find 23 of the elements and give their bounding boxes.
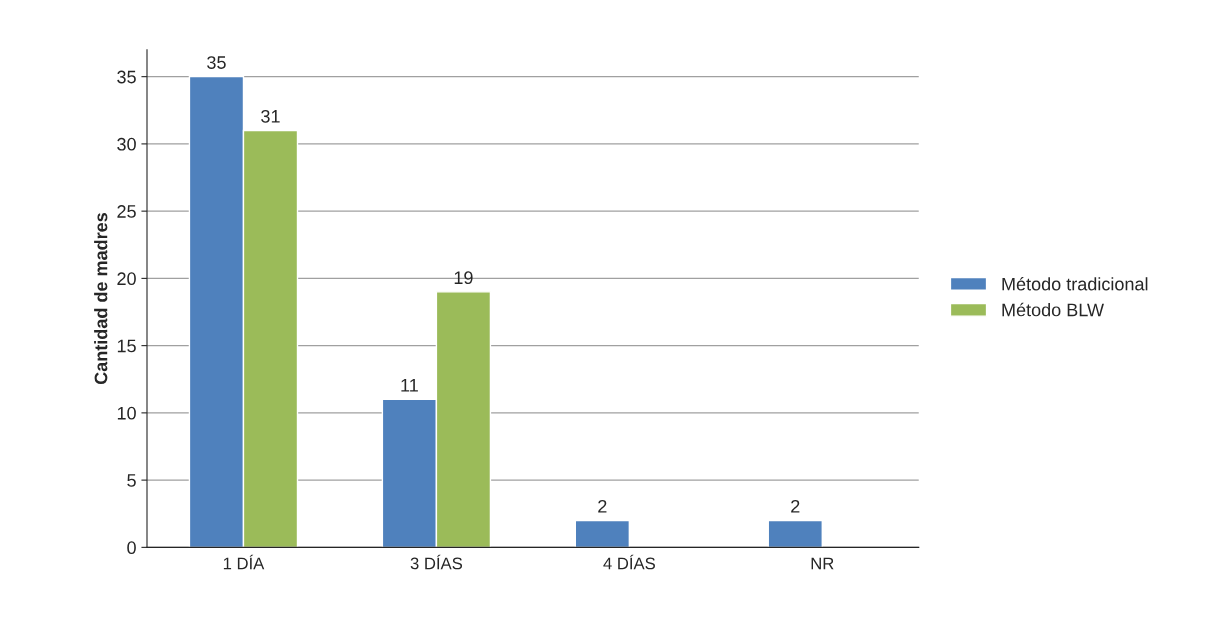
y-tick-label: 30 (117, 137, 136, 151)
data-label: 19 (454, 271, 473, 285)
y-tick-label: 35 (117, 70, 136, 84)
legend-label: Método BLW (1002, 302, 1104, 317)
y-tick-label: 15 (117, 339, 136, 353)
bar (767, 519, 823, 548)
data-label: 31 (261, 109, 280, 123)
y-axis-title: Cantidad de madres (94, 213, 108, 385)
bar (574, 519, 631, 548)
y-tick-label: 20 (117, 272, 136, 286)
y-tick-label: 10 (117, 406, 136, 420)
x-tick-label: NR (811, 557, 834, 570)
x-tick-label: 4 DÍAS (603, 554, 655, 570)
y-tick-label: 5 (127, 474, 136, 487)
data-label: 11 (401, 379, 418, 392)
x-tick-label: 3 DÍAS (410, 554, 463, 570)
data-label: 2 (598, 499, 607, 513)
data-label: 35 (207, 56, 226, 69)
y-tick-label: 25 (117, 205, 136, 218)
data-label: 2 (791, 499, 800, 513)
legend-label: Método tradicional (1002, 277, 1148, 291)
x-tick-label: 1 DÍA (223, 554, 265, 570)
y-tick-label: 0 (127, 541, 136, 555)
